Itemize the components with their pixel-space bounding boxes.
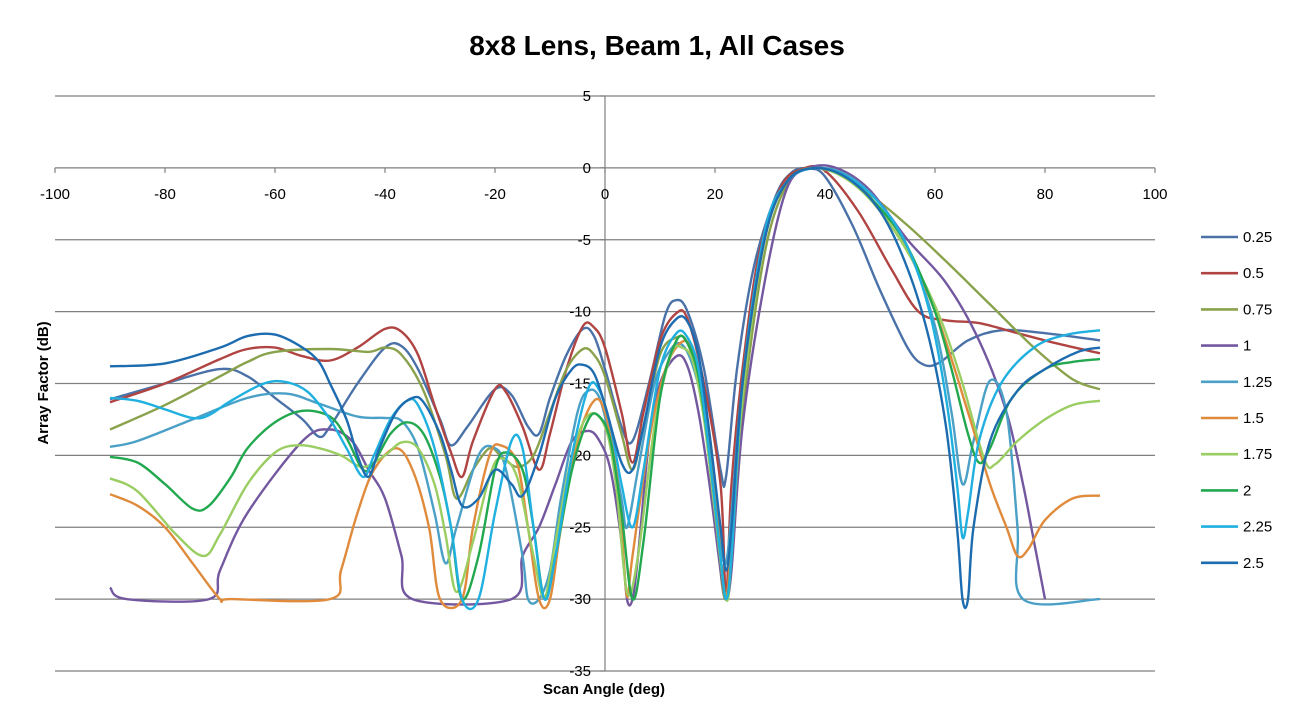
legend-label: 1.25: [1243, 374, 1272, 391]
x-tick-label: 80: [1037, 186, 1054, 203]
y-tick-label: -25: [569, 519, 591, 536]
legend-label: 2.5: [1243, 555, 1264, 572]
axes: [54, 95, 1156, 672]
x-tick-label: -100: [40, 186, 70, 203]
series-lines: [109, 164, 1101, 611]
x-axis-title: Scan Angle (deg): [543, 681, 665, 698]
legend-label: 2.25: [1243, 519, 1272, 536]
legend: 0.25 0.5 0.75 1 1.25 1.5 1.75 2 2.25 2.5: [1201, 229, 1272, 572]
y-tick-label: 5: [583, 88, 591, 105]
legend-label: 0.75: [1243, 301, 1272, 318]
legend-label: 1.5: [1243, 410, 1264, 427]
x-tick-label: -20: [484, 186, 506, 203]
y-tick-label: -10: [569, 304, 591, 321]
y-tick-label: -5: [578, 232, 591, 249]
y-axis-title: Array Factor (dB): [35, 321, 52, 444]
series-line-0.5: [109, 164, 1101, 598]
legend-label: 0.5: [1243, 265, 1264, 282]
y-tick-label: -15: [569, 376, 591, 393]
chart-title: 8x8 Lens, Beam 1, All Cases: [469, 30, 845, 61]
series-line-0.25: [109, 166, 1101, 488]
x-tick-labels: -100 -80 -60 -40 -20 0 20 40 60 80 100: [40, 186, 1168, 203]
legend-label: 0.25: [1243, 229, 1272, 246]
series-line-1.25: [109, 166, 1101, 606]
x-tick-label: 100: [1142, 186, 1167, 203]
x-tick-label: 20: [707, 186, 724, 203]
x-tick-label: -40: [374, 186, 396, 203]
legend-label: 1: [1243, 338, 1251, 355]
y-tick-label: -30: [569, 591, 591, 608]
series-line-2.5: [109, 166, 1101, 610]
legend-label: 2: [1243, 482, 1251, 499]
series-line-2: [109, 166, 1101, 601]
y-tick-labels: 50-5-10-15-20-25-30-35: [569, 88, 591, 680]
y-tick-label: -35: [569, 663, 591, 680]
x-tick-label: -80: [154, 186, 176, 203]
x-tick-label: 0: [601, 186, 609, 203]
y-tick-label: 0: [583, 160, 591, 177]
x-tick-label: -60: [264, 186, 286, 203]
legend-label: 1.75: [1243, 446, 1272, 463]
x-tick-label: 60: [927, 186, 944, 203]
x-tick-label: 40: [817, 186, 834, 203]
